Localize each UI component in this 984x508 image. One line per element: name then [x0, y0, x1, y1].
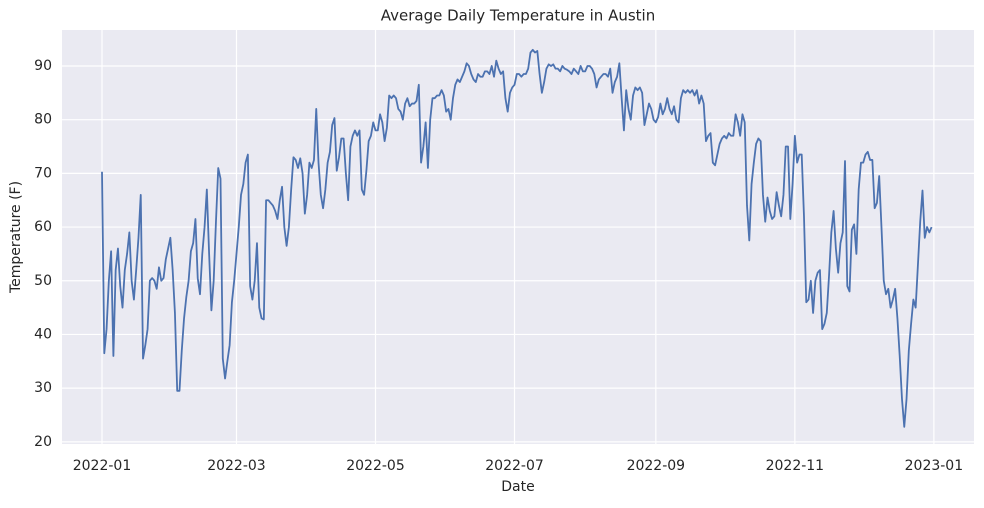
x-tick-label: 2022-01 [73, 458, 132, 474]
y-tick-label: 20 [34, 434, 52, 450]
y-tick-label: 60 [34, 219, 52, 235]
x-tick-label: 2023-01 [905, 458, 964, 474]
y-tick-label: 30 [34, 380, 52, 396]
y-tick-label: 90 [34, 58, 52, 74]
line [101, 48, 933, 428]
plot-area [62, 30, 974, 444]
y-tick-label: 80 [34, 112, 52, 128]
chart-title: Average Daily Temperature in Austin [381, 7, 655, 25]
x-tick-label: 2022-07 [485, 458, 544, 474]
y-tick-label: 40 [34, 326, 52, 342]
y-tick-label: 70 [34, 165, 52, 181]
x-tick-label: 2022-09 [627, 458, 686, 474]
x-tick-label: 2022-11 [766, 458, 825, 474]
x-tick-label: 2022-03 [207, 458, 266, 474]
y-tick-label: 50 [34, 273, 52, 289]
x-axis-label: Date [501, 479, 534, 495]
y-axis-label: Temperature (F) [8, 181, 24, 294]
x-tick-label: 2022-05 [346, 458, 405, 474]
